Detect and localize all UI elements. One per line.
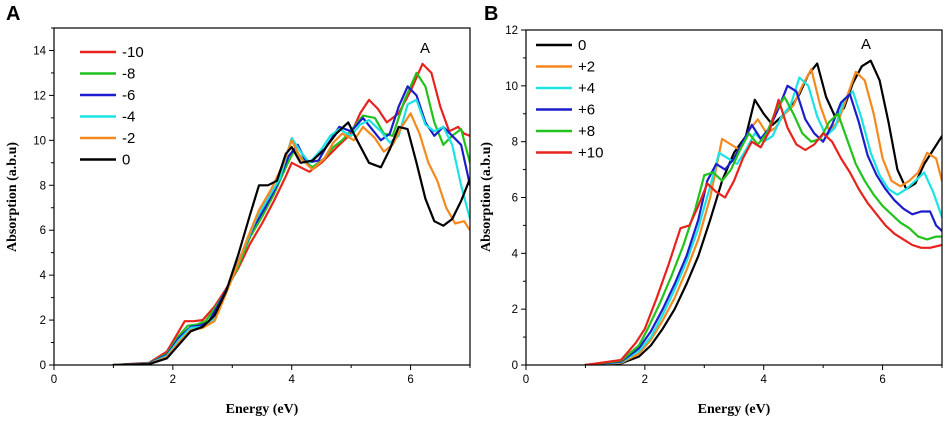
panel-a-annotation: A xyxy=(420,40,430,57)
panel-a-legend: -10 -8 -6 -4 -2 0 xyxy=(80,44,144,169)
panel-b: B 0 2 4 6 0 2 4 6 8 10 12 0 +2 +4 +6 +8 +10 A Energy (e… xyxy=(479,3,943,417)
panel-b-legend-label: +10 xyxy=(578,145,603,162)
panel-a-legend-label: -2 xyxy=(122,130,135,147)
panel-a-ylabel: Absorption (a.b.u) xyxy=(5,142,20,252)
panel-b-series-line xyxy=(584,67,942,365)
panel-a: A 0 2 4 6 0 2 4 6 8 10 12 14 -10 -8 -6 -4 -2 0 A Energy … xyxy=(5,3,471,417)
panel-b-annotation: A xyxy=(861,36,871,53)
panel-a-xlabel: Energy (eV) xyxy=(226,402,299,417)
panel-b-plot-frame xyxy=(525,29,943,366)
panel-a-series-line xyxy=(112,121,470,365)
panel-b-legend-label: 0 xyxy=(578,37,586,54)
panel-b-legend-label: +6 xyxy=(578,102,595,119)
panel-b-xtick-label: 2 xyxy=(642,374,648,386)
panel-b-series-line xyxy=(584,84,942,365)
panel-a-plot-frame xyxy=(53,27,471,366)
panel-b-legend-label: +2 xyxy=(578,59,595,76)
panel-b-gridlayer: 0 2 4 6 0 2 4 6 8 10 12 xyxy=(505,25,943,386)
panel-b-xlabel: Energy (eV) xyxy=(698,402,771,417)
panel-a-series-line xyxy=(112,71,470,365)
panel-a-series-line xyxy=(112,112,470,365)
panel-a-series-line xyxy=(112,62,470,365)
panel-b-xtick-label: 0 xyxy=(523,374,529,386)
panel-b-ytick-label: 8 xyxy=(512,137,518,149)
panel-b-xtick-label: 6 xyxy=(879,374,885,386)
panel-b-ylabel: Absorption (a.b.u) xyxy=(479,142,494,252)
panel-b-legend-label: +8 xyxy=(578,123,595,140)
panel-a-xtick-label: 0 xyxy=(51,374,57,386)
panel-b-series-line xyxy=(584,98,942,365)
panel-b-ytick-label: 6 xyxy=(512,193,518,205)
panel-a-xtick-label: 4 xyxy=(289,374,296,386)
panel-a-ytick-label: 6 xyxy=(40,225,46,237)
panel-a-ytick-label: 2 xyxy=(40,315,46,327)
panel-b-legend-label: +4 xyxy=(578,80,595,97)
panel-a-letter: A xyxy=(6,3,20,25)
panel-a-ytick-label: 12 xyxy=(33,90,46,102)
panel-a-legend-label: -10 xyxy=(122,44,144,61)
panel-a-ytick-label: 14 xyxy=(33,45,46,57)
panel-b-ytick-label: 4 xyxy=(512,248,519,260)
panel-a-legend-label: 0 xyxy=(122,152,130,169)
panel-b-series-line xyxy=(584,76,942,365)
panel-b-series-layer xyxy=(584,59,942,365)
panel-a-legend-label: -6 xyxy=(122,87,135,104)
panel-b-xtick-label: 4 xyxy=(761,374,768,386)
panel-a-ytick-label: 10 xyxy=(33,135,46,147)
panel-b-ytick-label: 0 xyxy=(512,360,518,372)
panel-a-xtick-label: 2 xyxy=(170,374,176,386)
panel-a-xtick-label: 6 xyxy=(407,374,413,386)
panel-b-letter: B xyxy=(484,3,498,25)
panel-b-series-line xyxy=(584,95,942,365)
panel-b-legend: 0 +2 +4 +6 +8 +10 xyxy=(536,37,603,162)
panel-b-ytick-label: 12 xyxy=(505,25,518,37)
panel-a-ytick-label: 0 xyxy=(40,360,46,372)
panel-a-legend-label: -4 xyxy=(122,109,135,126)
panel-b-ytick-label: 10 xyxy=(505,81,518,93)
panel-a-series-layer xyxy=(112,62,470,365)
panel-b-ytick-label: 2 xyxy=(512,304,518,316)
panel-a-ytick-label: 4 xyxy=(40,270,47,282)
panel-a-ytick-label: 8 xyxy=(40,180,46,192)
panel-a-legend-label: -8 xyxy=(122,66,135,83)
